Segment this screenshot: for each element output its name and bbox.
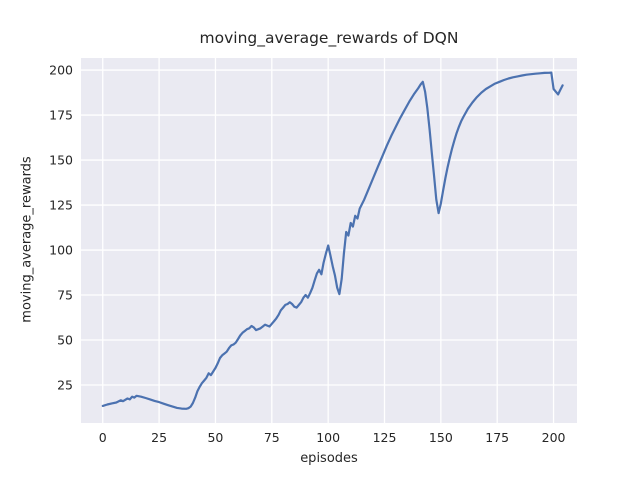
y-tick-label: 50 (57, 333, 73, 348)
x-axis-label: episodes (300, 451, 358, 466)
axes-background (81, 58, 577, 423)
y-tick-label: 100 (49, 243, 73, 258)
y-axis-label: moving_average_rewards (19, 156, 35, 323)
series-line-dqn (101, 71, 564, 410)
y-tick-label: 175 (49, 108, 73, 123)
x-tick-label: 125 (373, 430, 397, 445)
x-tick-label: 200 (542, 430, 566, 445)
x-tick-label: 100 (316, 430, 340, 445)
y-tick-label: 25 (57, 378, 73, 393)
x-tick-label: 0 (99, 430, 107, 445)
y-tick-label: 75 (57, 288, 73, 303)
x-tick-label: 175 (485, 430, 509, 445)
x-tick-label: 25 (151, 430, 167, 445)
x-tick-label: 150 (429, 430, 453, 445)
x-tick-label: 50 (207, 430, 223, 445)
y-tick-label: 200 (49, 63, 73, 78)
y-tick-label: 150 (49, 153, 73, 168)
y-tick-label: 125 (49, 198, 73, 213)
chart-title: moving_average_rewards of DQN (199, 29, 459, 47)
x-tick-label: 75 (264, 430, 280, 445)
